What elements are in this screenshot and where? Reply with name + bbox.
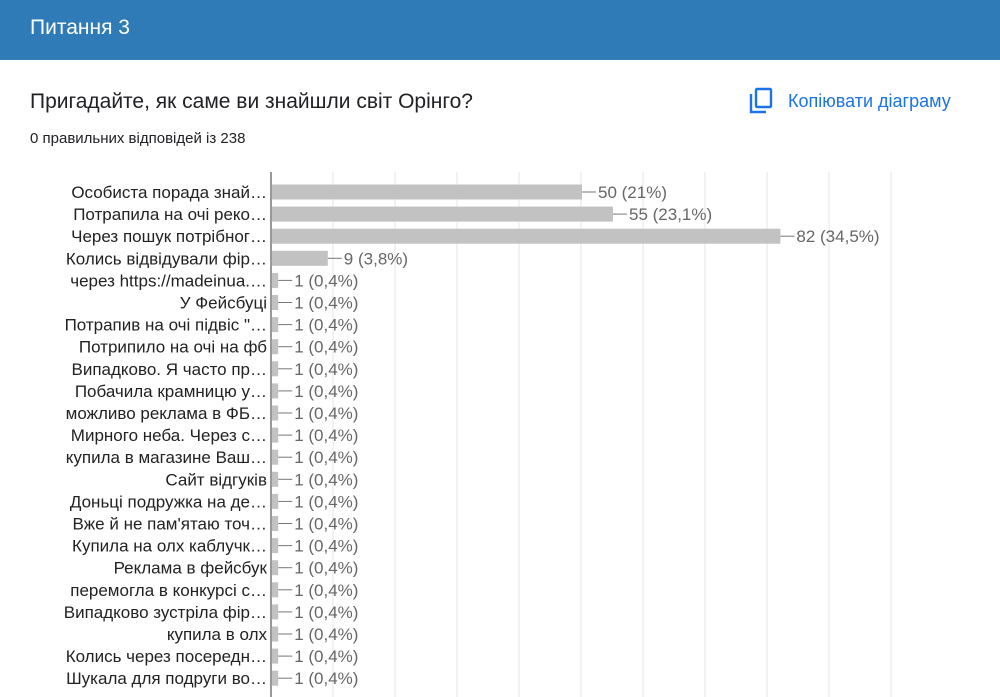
category-label: Реклама в фейсбук (114, 559, 268, 578)
category-label: можливо реклама в ФБ… (66, 404, 267, 423)
category-label: через https://madeinua.… (70, 271, 267, 290)
data-label: 1 (0,4%) (294, 515, 358, 534)
data-label: 1 (0,4%) (294, 625, 358, 644)
bar (272, 582, 279, 598)
category-label: Потрипило на очі на фб (79, 338, 267, 357)
bar (272, 493, 279, 509)
data-label: 50 (21%) (598, 183, 667, 202)
correct-answers-summary: 0 правильних відповідей із 238 (30, 130, 246, 147)
bar (272, 471, 279, 487)
bar (272, 272, 279, 288)
category-label: Побачила крамницю у… (75, 382, 267, 401)
copy-chart-label: Копіювати діаграму (788, 90, 951, 111)
data-label: 1 (0,4%) (294, 294, 358, 313)
category-label: Сайт відгуків (165, 470, 267, 489)
category-label: Особиста порада знай… (71, 183, 267, 202)
bar (272, 538, 279, 554)
copy-chart-button[interactable]: Копіювати діаграму (748, 84, 951, 118)
bar (272, 405, 279, 421)
bar (272, 295, 279, 310)
bar (272, 383, 279, 399)
category-label: купила в олх (167, 625, 268, 644)
data-label: 55 (23,1%) (629, 205, 712, 224)
data-label: 1 (0,4%) (294, 448, 358, 467)
category-label: Колись відвідували фір… (66, 249, 267, 268)
data-label: 82 (34,5%) (796, 227, 879, 246)
data-label: 1 (0,4%) (294, 581, 358, 600)
data-label: 1 (0,4%) (294, 316, 358, 335)
data-label: 1 (0,4%) (294, 360, 358, 379)
category-label: Потрапила на очі реко… (73, 205, 267, 224)
category-label: Випадково. Я часто пр… (72, 360, 267, 379)
data-label: 1 (0,4%) (294, 271, 358, 290)
category-label: Колись через посередн… (66, 647, 267, 666)
bar (272, 560, 279, 576)
data-label: 9 (3,8%) (344, 249, 408, 268)
data-label: 1 (0,4%) (294, 382, 358, 401)
question-header: Питання 3 (0, 0, 1000, 60)
copy-icon (748, 87, 774, 115)
bar (272, 427, 279, 443)
bar (272, 184, 582, 200)
bar (272, 648, 279, 664)
data-label: 1 (0,4%) (294, 404, 358, 423)
responses-bar-chart: Особиста порада знай… 50 (21%) Потрапила н… (64, 172, 892, 697)
category-label: Випадково зустріла фір… (64, 603, 267, 622)
category-label: Вже й не пам'ятаю точ… (72, 515, 267, 534)
data-label: 1 (0,4%) (294, 426, 358, 445)
category-label: Через пошук потрібног… (71, 227, 267, 246)
bar (272, 361, 279, 377)
bar (272, 516, 279, 531)
bar (272, 449, 279, 465)
bar (272, 250, 328, 266)
category-label: перемогла в конкурсі с… (70, 581, 267, 600)
category-label: Купила на олх каблучк… (72, 537, 267, 556)
data-label: 1 (0,4%) (294, 537, 358, 556)
bar (272, 670, 279, 686)
question-text: Пригадайте, як саме ви знайшли світ Орін… (30, 90, 473, 113)
data-label: 1 (0,4%) (294, 669, 358, 688)
category-label: купила в магазине Ваш… (66, 448, 267, 467)
category-label: Доньці подружка на де… (70, 492, 267, 511)
category-label: Шукала для подруги во… (66, 669, 267, 688)
bar (272, 228, 781, 244)
bar (272, 604, 279, 620)
category-label: Мирного неба. Через с… (71, 426, 267, 445)
data-label: 1 (0,4%) (294, 603, 358, 622)
data-label: 1 (0,4%) (294, 492, 358, 511)
data-label: 1 (0,4%) (294, 470, 358, 489)
category-label: Потрапив на очі підвіс "… (65, 316, 267, 335)
data-label: 1 (0,4%) (294, 647, 358, 666)
data-label: 1 (0,4%) (294, 338, 358, 357)
category-label: У Фейсбуці (180, 294, 267, 313)
bar (272, 317, 279, 333)
bar (272, 626, 279, 642)
bar (272, 339, 279, 355)
header-title: Питання 3 (30, 16, 130, 39)
bar (272, 206, 613, 222)
data-label: 1 (0,4%) (294, 559, 358, 578)
